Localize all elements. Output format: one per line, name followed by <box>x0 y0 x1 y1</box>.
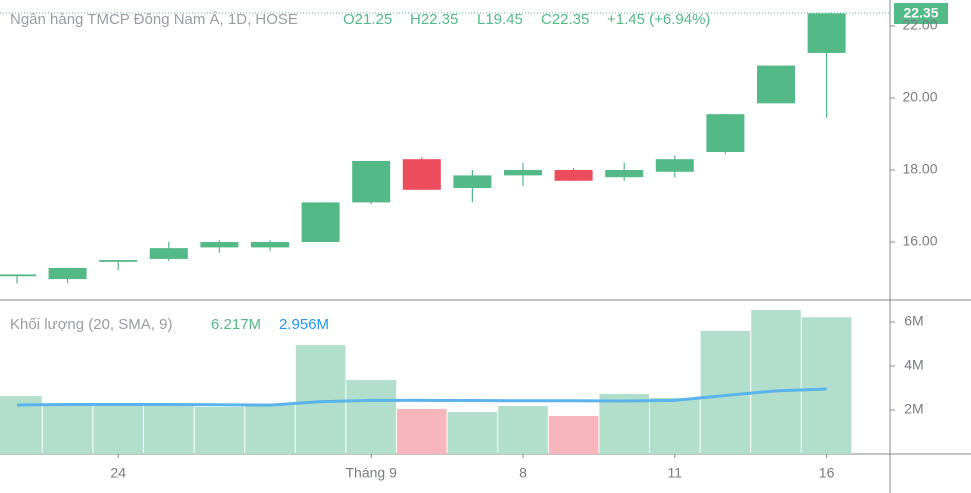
candle-body <box>402 159 441 190</box>
candle-body <box>251 242 289 248</box>
candle-body <box>453 175 492 188</box>
marks <box>0 13 852 454</box>
candle-body <box>605 169 644 178</box>
volume-bar <box>650 397 700 454</box>
ohlc-value: C22.35 <box>541 11 589 28</box>
volume-bar <box>42 404 93 454</box>
candle-body <box>655 159 694 172</box>
ohlc-value: L19.45 <box>477 11 523 28</box>
volume-title: Khối lượng (20, SMA, 9) <box>10 316 172 333</box>
sma-value-label: 2.956M <box>279 316 329 333</box>
volume-bar <box>346 380 396 454</box>
x-tick-label: 24 <box>110 465 126 481</box>
volume-bar <box>801 317 852 454</box>
volume-bar <box>498 406 548 454</box>
volume-bar <box>397 408 447 454</box>
y-tick-label: 16.00 <box>902 233 937 249</box>
y-tick-label: 22.00 <box>902 17 937 33</box>
x-tick-label: Tháng 9 <box>346 465 398 481</box>
candle-body <box>99 260 138 262</box>
y-tick-label: 6M <box>904 313 923 329</box>
volume-bar <box>447 411 498 454</box>
x-tick-label: 11 <box>668 465 683 481</box>
volume-bar <box>599 393 649 454</box>
volume-bar <box>751 309 801 454</box>
volume-bar <box>93 404 143 454</box>
x-tick-label: 8 <box>519 465 527 481</box>
candle-body <box>149 248 188 259</box>
x-tick-label: 16 <box>819 465 835 481</box>
chart-title: Ngân hàng TMCP Đông Nam Á, 1D, HOSE <box>10 11 298 28</box>
y-tick-label: 4M <box>904 357 923 373</box>
last-price-box <box>894 3 948 24</box>
candle-body <box>807 13 846 53</box>
ohlc-value: H22.35 <box>410 11 458 28</box>
candle-body <box>554 169 593 181</box>
candle-body <box>757 65 795 104</box>
volume-bar <box>295 345 346 454</box>
y-tick-label: 18.00 <box>902 161 937 177</box>
candle-body <box>706 114 745 152</box>
y-tick-label: 2M <box>904 401 923 417</box>
volume-bar <box>548 415 599 454</box>
ohlc-value: +1.45 (+6.94%) <box>607 11 710 28</box>
volume-bar <box>194 406 245 454</box>
last-price-label: 22.35 <box>903 5 938 21</box>
candle-body <box>301 202 340 243</box>
sma-line <box>16 387 827 407</box>
candle-body <box>504 169 542 176</box>
candle-body <box>200 242 239 248</box>
candle-body <box>48 267 87 280</box>
volume-bar <box>144 404 194 454</box>
volume-value-label: 6.217M <box>211 316 261 333</box>
ohlc-value: O21.25 <box>343 11 392 28</box>
y-tick-label: 20.00 <box>902 89 937 105</box>
candle-body <box>352 160 391 203</box>
candle-body <box>0 274 36 277</box>
volume-bar <box>245 404 295 454</box>
